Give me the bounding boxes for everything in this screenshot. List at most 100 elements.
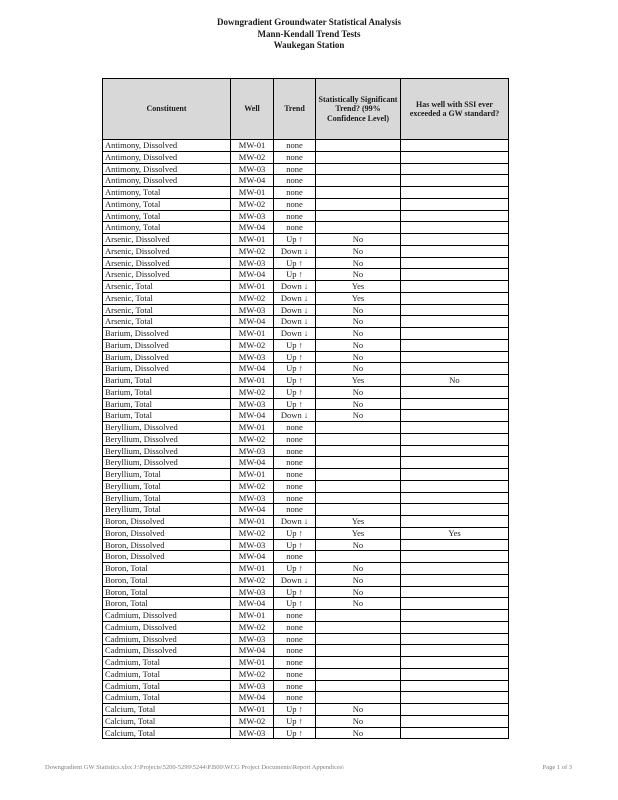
cell-well: MW-01	[230, 374, 274, 387]
cell-trend: Up ↑	[273, 597, 316, 610]
cell-trend: none	[273, 609, 316, 622]
cell-ssi-exceeded	[400, 573, 509, 587]
cell-ssi-exceeded	[400, 139, 509, 152]
cell-significant-trend	[315, 632, 401, 646]
cell-constituent: Barium, Total	[102, 374, 231, 387]
table-row: Cadmium, Total MW-04 none	[102, 691, 509, 704]
table-row: Antimony, Total MW-04 none	[102, 221, 509, 234]
table-row: Beryllium, Dissolved MW-03 none	[102, 444, 509, 458]
cell-well: MW-01	[230, 280, 274, 293]
table-row: Beryllium, Total MW-01 none	[102, 468, 509, 481]
page-title-line1: Downgradient Groundwater Statistical Ana…	[217, 17, 401, 27]
cell-significant-trend	[315, 609, 401, 622]
cell-trend: none	[273, 150, 316, 164]
cell-significant-trend: No	[315, 362, 401, 375]
table-row: Cadmium, Dissolved MW-02 none	[102, 620, 509, 634]
page-title-line3: Waukegan Station	[273, 40, 345, 50]
cell-well: MW-03	[230, 397, 274, 411]
cell-constituent: Cadmium, Dissolved	[102, 620, 231, 634]
cell-well: MW-01	[230, 139, 274, 152]
cell-well: MW-04	[230, 221, 274, 234]
cell-trend: none	[273, 421, 316, 434]
cell-ssi-exceeded	[400, 691, 509, 704]
cell-constituent: Antimony, Total	[102, 186, 231, 199]
table-row: Beryllium, Dissolved MW-04 none	[102, 456, 509, 469]
cell-significant-trend	[315, 644, 401, 657]
cell-significant-trend: No	[315, 538, 401, 552]
cell-constituent: Arsenic, Dissolved	[102, 244, 231, 258]
cell-significant-trend	[315, 456, 401, 469]
cell-significant-trend: No	[315, 397, 401, 411]
cell-ssi-exceeded	[400, 385, 509, 399]
cell-significant-trend	[315, 444, 401, 458]
cell-trend: Up ↑	[273, 350, 316, 364]
cell-well: MW-04	[230, 315, 274, 328]
cell-ssi-exceeded	[400, 291, 509, 305]
cell-ssi-exceeded	[400, 350, 509, 364]
cell-significant-trend: No	[315, 244, 401, 258]
cell-ssi-exceeded	[400, 268, 509, 281]
cell-significant-trend	[315, 221, 401, 234]
cell-ssi-exceeded: Yes	[400, 526, 509, 540]
cell-well: MW-01	[230, 327, 274, 340]
cell-trend: Up ↑	[273, 726, 316, 740]
cell-well: MW-02	[230, 432, 274, 446]
cell-well: MW-03	[230, 350, 274, 364]
cell-trend: none	[273, 667, 316, 681]
cell-constituent: Antimony, Dissolved	[102, 150, 231, 164]
cell-significant-trend: Yes	[315, 280, 401, 293]
cell-ssi-exceeded	[400, 244, 509, 258]
cell-constituent: Beryllium, Dissolved	[102, 432, 231, 446]
cell-well: MW-03	[230, 209, 274, 223]
cell-ssi-exceeded: No	[400, 374, 509, 387]
cell-ssi-exceeded	[400, 362, 509, 375]
cell-trend: Up ↑	[273, 397, 316, 411]
cell-well: MW-03	[230, 444, 274, 458]
cell-trend: Up ↑	[273, 268, 316, 281]
table-row: Boron, Dissolved MW-01 Down ↓ Yes	[102, 515, 509, 528]
mann-kendall-table: Constituent Well Trend Statistically Sig…	[102, 78, 509, 740]
cell-ssi-exceeded	[400, 726, 509, 740]
cell-constituent: Barium, Dissolved	[102, 350, 231, 364]
table-header-row: Constituent Well Trend Statistically Sig…	[102, 78, 509, 140]
cell-ssi-exceeded	[400, 468, 509, 481]
cell-trend: Down ↓	[273, 409, 316, 422]
cell-significant-trend: No	[315, 233, 401, 246]
cell-significant-trend: No	[315, 714, 401, 728]
cell-ssi-exceeded	[400, 620, 509, 634]
cell-trend: none	[273, 632, 316, 646]
cell-constituent: Arsenic, Total	[102, 315, 231, 328]
cell-significant-trend: No	[315, 327, 401, 340]
cell-well: MW-02	[230, 338, 274, 352]
cell-trend: Down ↓	[273, 244, 316, 258]
table-row: Antimony, Total MW-02 none	[102, 197, 509, 211]
cell-well: MW-02	[230, 526, 274, 540]
cell-significant-trend: Yes	[315, 291, 401, 305]
cell-constituent: Cadmium, Dissolved	[102, 609, 231, 622]
cell-well: MW-04	[230, 550, 274, 563]
cell-ssi-exceeded	[400, 197, 509, 211]
cell-well: MW-03	[230, 726, 274, 740]
cell-trend: Down ↓	[273, 303, 316, 317]
cell-constituent: Arsenic, Dissolved	[102, 268, 231, 281]
table-row: Cadmium, Dissolved MW-04 none	[102, 644, 509, 657]
cell-trend: none	[273, 221, 316, 234]
cell-ssi-exceeded	[400, 397, 509, 411]
cell-constituent: Boron, Total	[102, 573, 231, 587]
cell-well: MW-04	[230, 268, 274, 281]
cell-trend: Up ↑	[273, 374, 316, 387]
cell-significant-trend	[315, 150, 401, 164]
table-row: Arsenic, Dissolved MW-04 Up ↑ No	[102, 268, 509, 281]
cell-well: MW-04	[230, 503, 274, 516]
cell-constituent: Antimony, Total	[102, 209, 231, 223]
cell-significant-trend	[315, 656, 401, 669]
cell-constituent: Arsenic, Dissolved	[102, 233, 231, 246]
cell-significant-trend: Yes	[315, 526, 401, 540]
cell-constituent: Boron, Dissolved	[102, 515, 231, 528]
cell-trend: none	[273, 162, 316, 176]
cell-well: MW-02	[230, 573, 274, 587]
cell-ssi-exceeded	[400, 644, 509, 657]
cell-well: MW-02	[230, 385, 274, 399]
cell-trend: Up ↑	[273, 585, 316, 599]
table-row: Antimony, Dissolved MW-02 none	[102, 150, 509, 164]
